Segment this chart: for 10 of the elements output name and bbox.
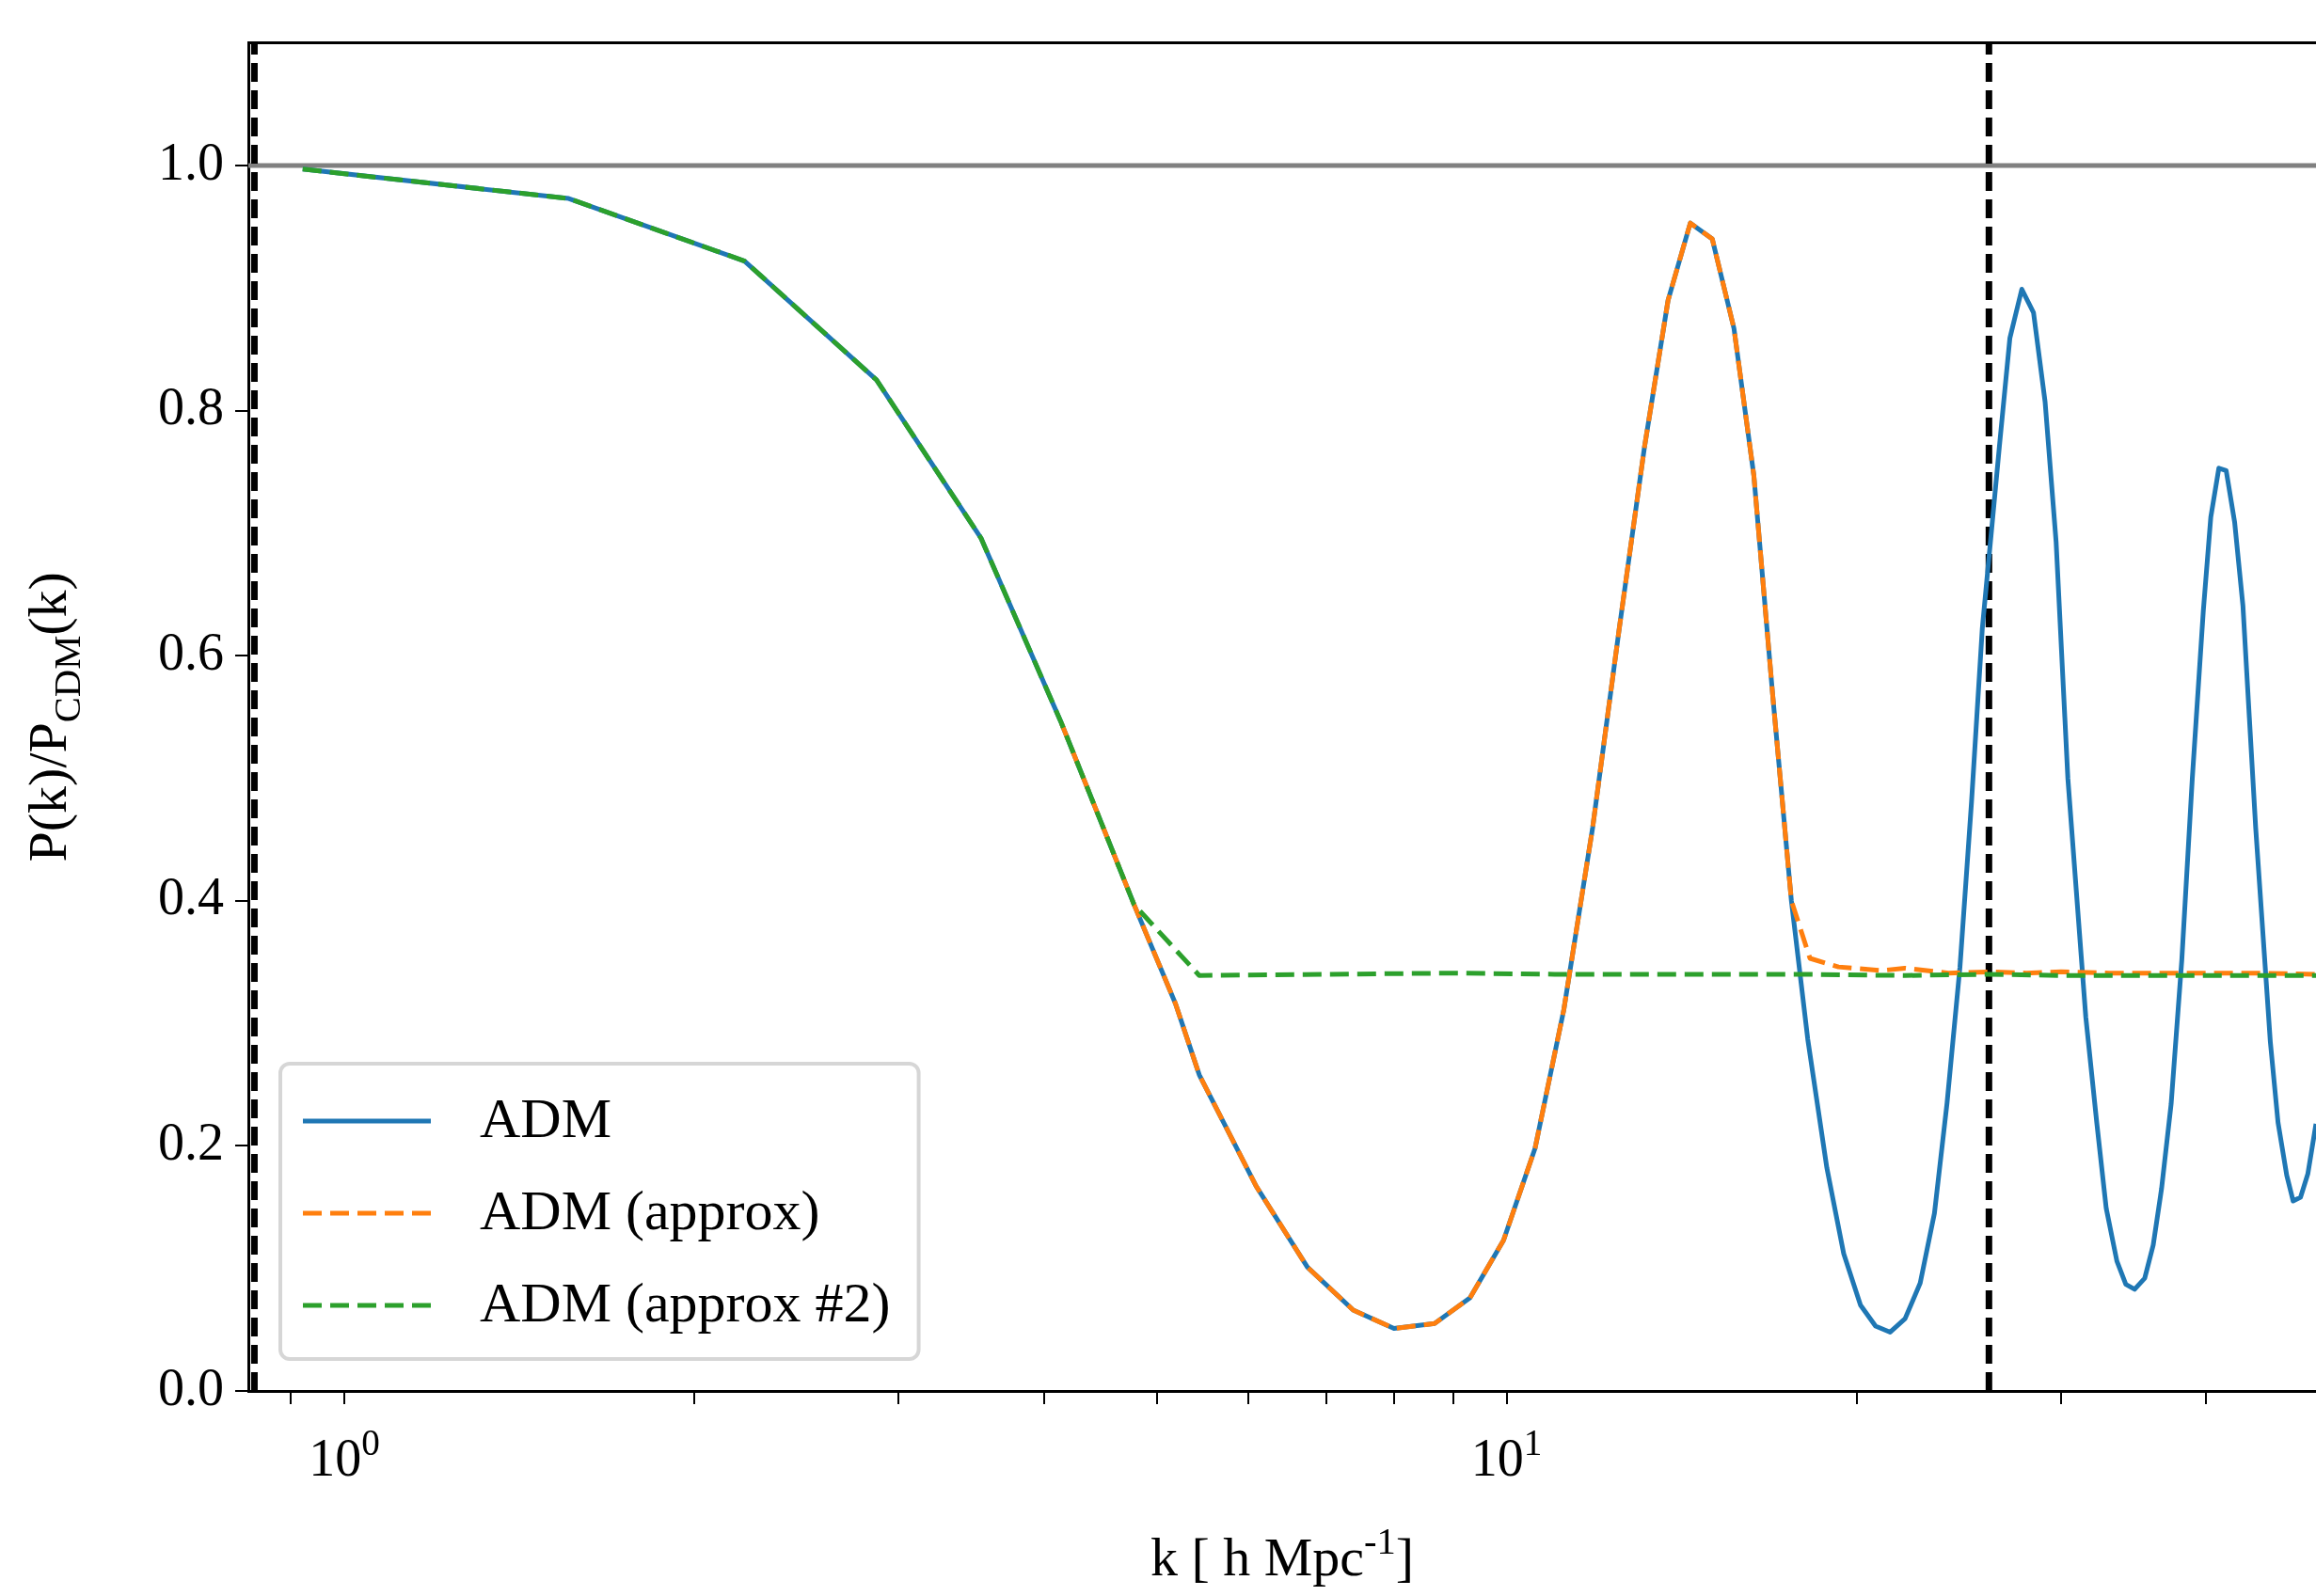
legend-label: ADM (approx #2) — [480, 1272, 891, 1334]
legend-label: ADM — [480, 1087, 612, 1149]
legend-label: ADM (approx) — [480, 1179, 820, 1241]
y-tick-label: 0.2 — [158, 1113, 224, 1172]
y-tick-label: 0.8 — [158, 377, 224, 436]
y-axis-title: P(k)/PCDM(k) — [17, 572, 88, 862]
y-tick-label: 0.0 — [158, 1357, 224, 1416]
y-tick-label: 0.6 — [158, 622, 224, 681]
y-tick-label: 1.0 — [158, 132, 224, 191]
y-tick-label: 0.4 — [158, 867, 224, 926]
